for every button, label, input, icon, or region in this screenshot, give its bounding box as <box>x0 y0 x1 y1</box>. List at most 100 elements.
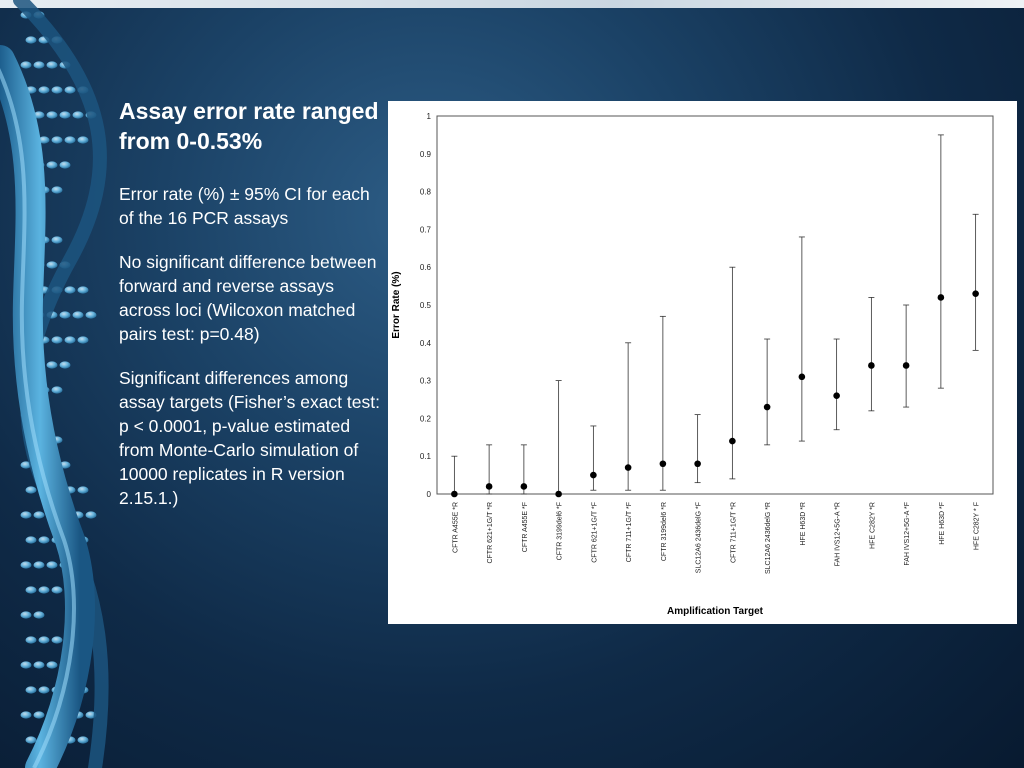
dna-bead <box>64 336 76 344</box>
dna-bead <box>59 361 71 369</box>
y-tick-label: 0.6 <box>420 263 432 272</box>
dna-bead <box>77 736 89 744</box>
dna-bead <box>25 36 37 44</box>
dna-bead <box>77 136 89 144</box>
dna-bead <box>72 111 84 119</box>
data-point <box>485 483 493 490</box>
dna-bead <box>20 611 32 619</box>
dna-bead <box>51 336 63 344</box>
data-point <box>798 373 806 381</box>
dna-bead <box>25 486 37 494</box>
dna-bead <box>85 311 97 319</box>
y-tick-label: 1 <box>427 112 432 121</box>
dna-bead <box>25 536 37 544</box>
y-tick-label: 0.7 <box>420 225 432 234</box>
x-tick-label: SLC12A6 2436delG *R <box>765 502 772 574</box>
x-tick-label: CFTR 3199del6 *F <box>557 502 564 560</box>
dna-bead <box>51 186 63 194</box>
data-point <box>833 392 840 400</box>
x-tick-label: HFE C282Y * F <box>974 502 981 550</box>
y-tick-label: 0.2 <box>420 414 432 423</box>
x-tick-label: HFE H63D *R <box>800 502 807 546</box>
dna-bead <box>64 136 76 144</box>
y-tick-label: 0.1 <box>420 452 432 461</box>
dna-bead <box>77 336 89 344</box>
x-axis-label: Amplification Target <box>667 606 764 617</box>
slide-text-panel: Assay error rate ranged from 0-0.53% Err… <box>119 96 381 530</box>
data-point <box>902 362 910 369</box>
dna-bead <box>38 136 50 144</box>
dna-bead <box>51 86 63 94</box>
y-tick-label: 0.4 <box>420 339 432 348</box>
dna-bead <box>38 86 50 94</box>
dna-bead <box>64 86 76 94</box>
dna-bead <box>33 611 45 619</box>
slide-top-strip <box>0 0 1024 8</box>
x-tick-label: CFTR 3199del6 *R <box>661 502 668 561</box>
dna-bead <box>77 286 89 294</box>
data-point <box>451 490 458 498</box>
dna-bead <box>72 311 84 319</box>
dna-bead <box>46 661 58 669</box>
x-tick-label: CFTR A455E *F <box>522 502 529 552</box>
dna-bead <box>33 661 45 669</box>
error-rate-chart: 0 0.1 0.2 0.3 0.4 0.5 0.6 0.7 0.8 0.9 1 CFTR A455E… <box>391 112 994 617</box>
bullet-no-difference: No significant difference between forwar… <box>119 252 377 344</box>
slide-title: Assay error rate ranged from 0-0.53% <box>119 98 379 154</box>
dna-bead <box>20 511 32 519</box>
dna-bead <box>33 711 45 719</box>
data-point <box>590 471 597 479</box>
x-tick-label: CFTR 711+1G/T *F <box>626 502 633 562</box>
dna-bead <box>25 686 37 694</box>
x-tick-label: SLC12A6 2436delG *F <box>696 502 703 573</box>
y-tick-label: 0.8 <box>420 188 432 197</box>
dna-bead <box>25 586 37 594</box>
data-point <box>624 464 632 471</box>
data-point <box>763 403 771 411</box>
plot-frame <box>436 115 994 495</box>
y-tick-label: 0.9 <box>420 150 432 159</box>
data-point <box>868 362 875 369</box>
dna-bead <box>25 636 37 644</box>
dna-bead <box>20 711 32 719</box>
x-tick-label: CFTR 621+1G/T *F <box>591 502 598 563</box>
dna-bead <box>38 686 50 694</box>
dna-strand-front <box>0 45 95 768</box>
dna-bead <box>46 161 58 169</box>
bullet-significant-differences: Significant differences among assay targ… <box>119 368 380 508</box>
dna-bead <box>38 586 50 594</box>
y-tick-label: 0.3 <box>420 377 432 386</box>
data-point <box>694 460 701 468</box>
dna-bead <box>77 486 89 494</box>
dna-bead <box>51 236 63 244</box>
dna-bead <box>38 636 50 644</box>
data-point <box>937 294 945 301</box>
data-point <box>729 437 736 445</box>
chart-panel: 0 0.1 0.2 0.3 0.4 0.5 0.6 0.7 0.8 0.9 1 CFTR A455E… <box>388 101 1017 624</box>
x-tick-label: CFTR 621+1G/T *R <box>487 502 494 564</box>
y-axis-label: Error Rate (%) <box>391 271 402 338</box>
dna-bead <box>25 736 37 744</box>
dna-bead <box>20 661 32 669</box>
x-tick-label: CFTR 711+1G/T *R <box>730 502 737 563</box>
dna-bead <box>59 311 71 319</box>
dna-bead <box>33 511 45 519</box>
dna-bead <box>20 561 32 569</box>
dna-bead <box>46 111 58 119</box>
dna-strand-highlight <box>0 68 76 768</box>
dna-bead <box>33 111 45 119</box>
data-point <box>972 290 979 297</box>
dna-bead <box>33 61 45 69</box>
dna-bead <box>51 586 63 594</box>
bullet-error-rate: Error rate (%) ± 95% CI for each of the … <box>119 184 370 228</box>
x-tick-label: CFTR A455E *R <box>452 502 459 553</box>
dna-bead <box>20 61 32 69</box>
x-tick-label: FAH IVS12+5G-A *R <box>835 502 842 566</box>
x-tick-label: HFE H63D *F <box>939 502 946 545</box>
dna-bead <box>51 386 63 394</box>
dna-bead <box>46 261 58 269</box>
dna-bead <box>59 111 71 119</box>
dna-bead <box>64 286 76 294</box>
data-point <box>520 483 528 490</box>
